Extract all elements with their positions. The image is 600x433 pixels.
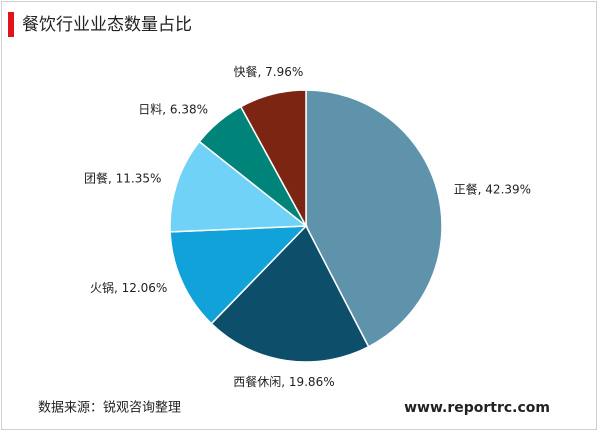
pie-slice — [169, 225, 308, 325]
title-accent — [8, 12, 14, 37]
watermark: www.reportrc.com — [404, 400, 550, 416]
data-label: 西餐休闲, 19.86% — [233, 374, 334, 389]
pie-slice — [239, 89, 307, 227]
pie-slice — [169, 140, 309, 233]
pie-slice — [305, 89, 443, 348]
data-label: 正餐, 42.39% — [454, 182, 531, 197]
data-label: 日料, 6.38% — [138, 102, 208, 116]
data-label: 火锅, 12.06% — [90, 280, 167, 295]
data-label: 快餐, 7.96% — [234, 64, 304, 79]
source-note: 数据来源：锐观咨询整理 — [38, 401, 181, 416]
chart-title: 餐饮行业业态数量占比 — [22, 15, 192, 35]
pie-slice — [210, 224, 370, 363]
data-label: 团餐, 11.35% — [84, 171, 161, 186]
